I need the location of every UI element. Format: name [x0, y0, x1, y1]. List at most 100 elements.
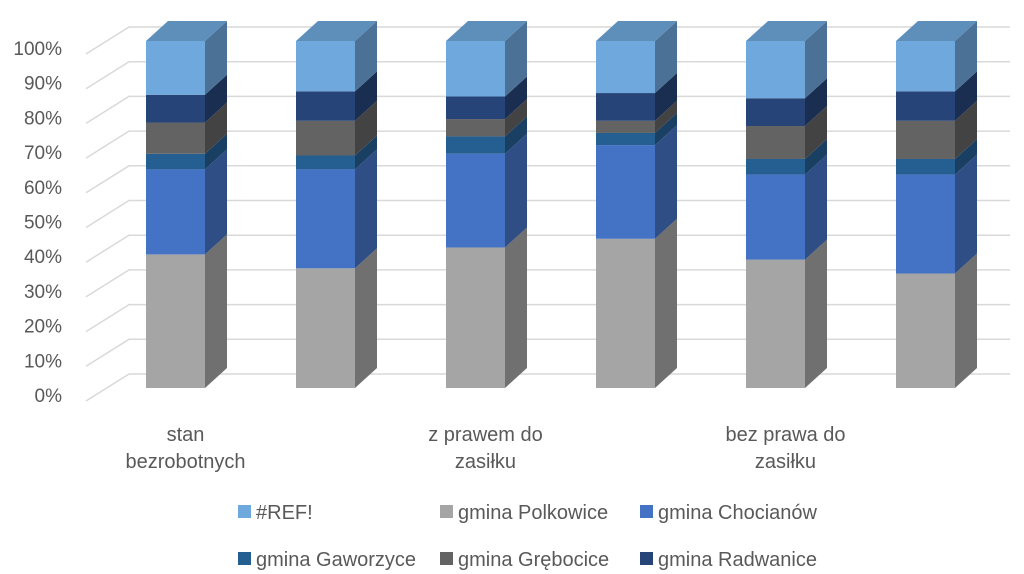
legend-label: gmina Chocianów — [658, 502, 818, 524]
bar-side — [505, 227, 527, 388]
bar-side — [655, 100, 677, 133]
bar-front — [296, 268, 355, 388]
bar-side — [355, 135, 377, 170]
bar-side — [355, 100, 377, 156]
bar-front — [896, 91, 955, 121]
bar-front — [896, 120, 955, 159]
bar-top — [446, 21, 527, 41]
bar-side — [655, 73, 677, 121]
gridline — [85, 373, 1010, 402]
bar-segment — [896, 21, 977, 92]
legend-swatch — [440, 505, 453, 518]
bar-front — [596, 145, 655, 239]
y-tick-label: 60% — [24, 178, 62, 199]
legend-label: gmina Polkowice — [458, 502, 608, 524]
y-tick-label: 80% — [24, 108, 62, 129]
bar-segment — [446, 99, 527, 137]
bar-front — [896, 158, 955, 175]
bar-side — [505, 133, 527, 248]
legend-label: gmina Gaworzyce — [256, 549, 416, 571]
bar-front — [746, 126, 805, 159]
gridlines — [85, 26, 1010, 402]
bar-front — [146, 94, 205, 123]
bar-front — [896, 41, 955, 92]
bar-top — [296, 21, 377, 41]
bar-side — [955, 71, 977, 121]
bar-front — [596, 238, 655, 388]
bar-front — [146, 41, 205, 95]
bar-side — [805, 138, 827, 175]
bar-front — [746, 174, 805, 260]
bar-side — [955, 100, 977, 159]
bar-side — [205, 133, 227, 170]
legend-swatch — [238, 505, 251, 518]
bar-top — [746, 21, 827, 41]
bar-segment — [146, 133, 227, 170]
bar-segment — [596, 21, 677, 94]
bar-side — [655, 21, 677, 94]
bar-side — [205, 21, 227, 95]
bar-side — [505, 21, 527, 97]
bar-front — [146, 122, 205, 154]
bar-segment — [446, 133, 527, 248]
gridline — [85, 165, 1010, 194]
y-tick-label: 20% — [24, 317, 62, 338]
bar-segment — [596, 112, 677, 146]
legend-item: gmina Radwanice — [640, 549, 817, 571]
bar-segment — [146, 21, 227, 95]
bar-segment — [596, 100, 677, 133]
legend-item: #REF! — [238, 502, 313, 524]
category-label: z prawem do zasiłku — [428, 424, 543, 473]
bar-side — [805, 21, 827, 99]
bar-segment — [896, 138, 977, 175]
bar-segment — [146, 102, 227, 154]
bar-segment — [746, 21, 827, 99]
bars — [146, 21, 977, 388]
bar-segment — [446, 76, 527, 120]
bar-segment — [746, 239, 827, 388]
bar-segment — [896, 71, 977, 121]
bar-front — [296, 120, 355, 156]
bar-side — [205, 102, 227, 154]
bar-front — [446, 247, 505, 388]
bar-front — [896, 174, 955, 274]
bar-segment — [146, 234, 227, 388]
bar-side — [805, 106, 827, 159]
gridline — [85, 26, 1010, 55]
bar-front — [746, 41, 805, 99]
bar-side — [955, 253, 977, 388]
bar-segment — [746, 106, 827, 159]
bar-segment — [896, 253, 977, 388]
category-label: stan bezrobotnych — [125, 424, 245, 473]
legend: #REF! gmina Polkowice gmina Chocianów gmina… — [238, 502, 818, 571]
gridline — [85, 60, 1010, 90]
y-tick-label: 50% — [24, 213, 62, 234]
category-label: bez prawa do zasiłku — [725, 424, 845, 473]
gridline — [85, 303, 1010, 333]
y-tick-label: 30% — [24, 282, 62, 303]
bar-front — [596, 41, 655, 94]
bar-segment — [296, 100, 377, 156]
bar-side — [505, 116, 527, 154]
bar-side — [355, 71, 377, 121]
bar-side — [505, 99, 527, 137]
bar-segment — [296, 248, 377, 388]
bar-front — [746, 158, 805, 175]
bar-top — [896, 21, 977, 41]
y-tick-label: 0% — [35, 386, 63, 407]
y-tick-label: 10% — [24, 351, 62, 372]
bar-segment — [896, 100, 977, 159]
bar-side — [655, 112, 677, 146]
bar-front — [146, 254, 205, 388]
bar-front — [296, 41, 355, 92]
bar-front — [296, 155, 355, 170]
bar-front — [596, 120, 655, 133]
legend-item: gmina Grębocice — [440, 549, 609, 571]
bar-side — [505, 76, 527, 120]
bar-front — [446, 96, 505, 120]
bar-segment — [596, 73, 677, 121]
bar-side — [205, 234, 227, 388]
bar-front — [446, 41, 505, 97]
bar-segment — [296, 71, 377, 121]
